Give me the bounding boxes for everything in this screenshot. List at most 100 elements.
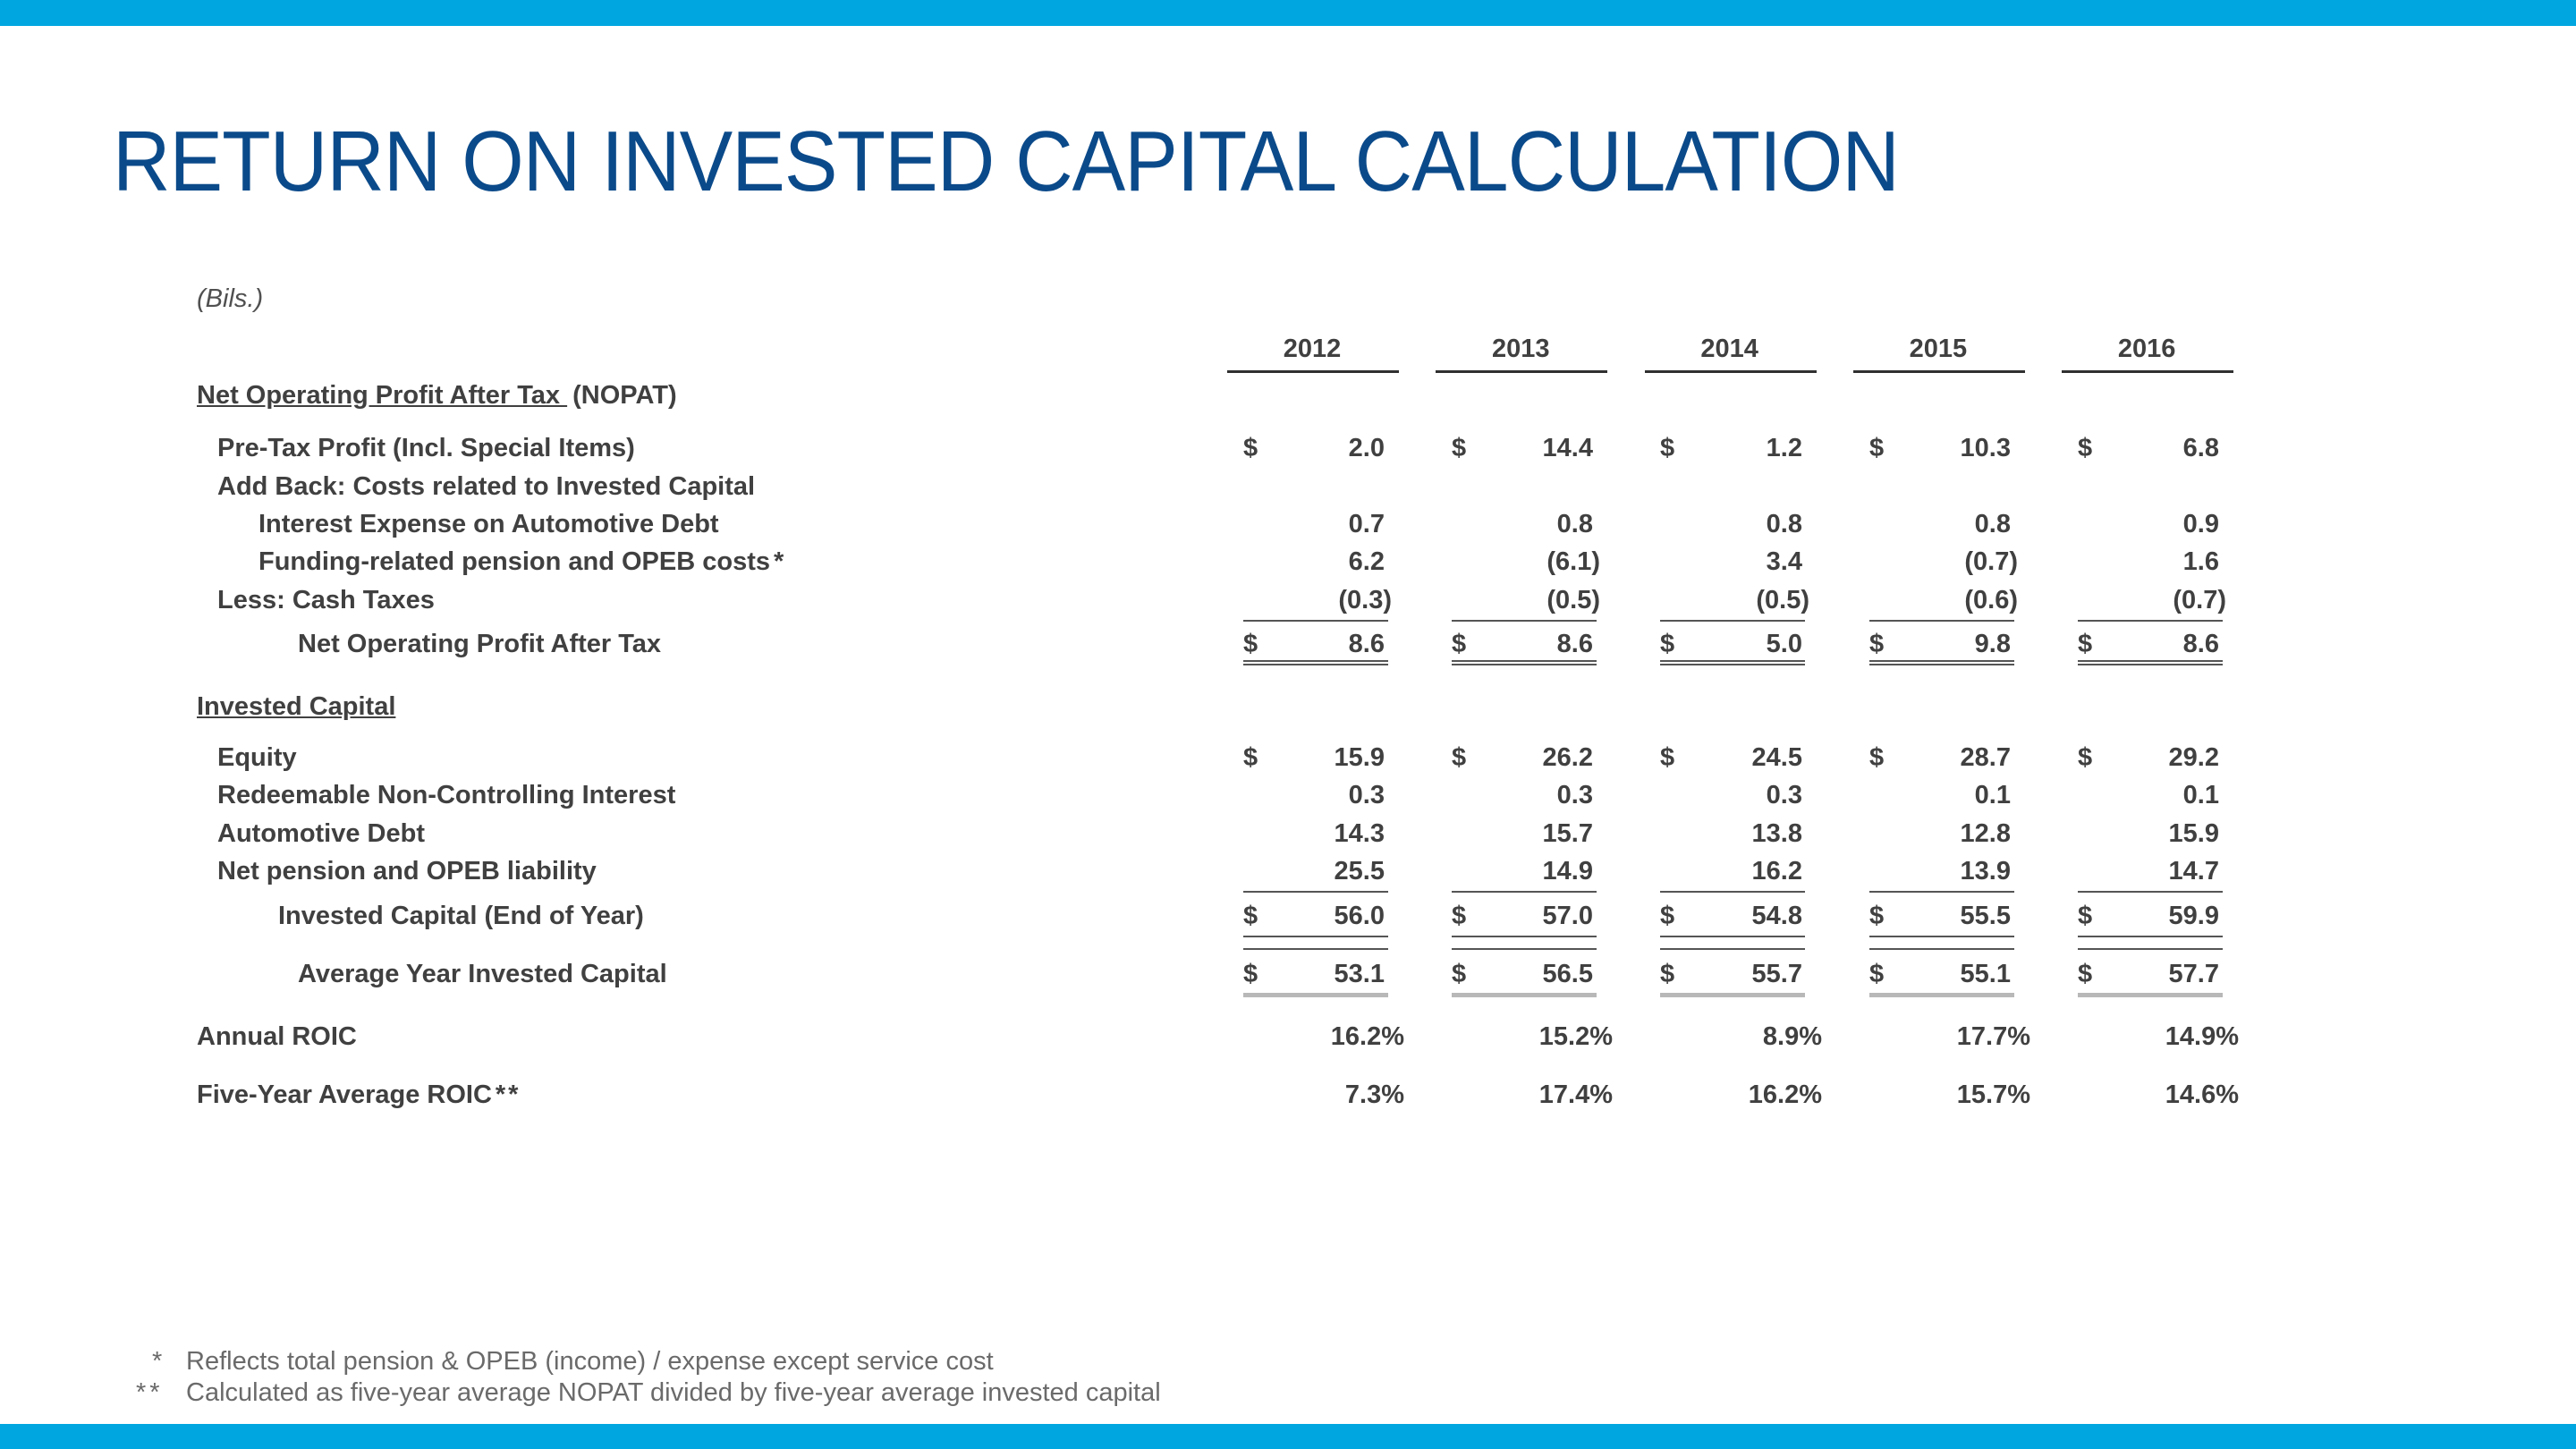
cell-ic_end-2012: 56.0 — [1334, 902, 1385, 930]
cell-pension-2015: 13.9 — [1960, 857, 2011, 886]
year-header-underline — [1436, 370, 1608, 373]
underline-rule — [1660, 948, 1805, 950]
grey-underline-rule — [2078, 993, 2223, 997]
underline-rule — [1869, 948, 2014, 950]
cell-roic-2016: 14.9% — [2165, 1022, 2239, 1051]
row-label-addback: Add Back: Costs related to Invested Capi… — [217, 472, 755, 502]
underline-rule — [1243, 620, 1388, 622]
cell-autodebt-2014: 13.8 — [1751, 819, 1802, 848]
cell-autodebt-2015: 12.8 — [1960, 819, 2011, 848]
cell-pretax-2013: 14.4 — [1542, 434, 1593, 462]
cell-pretax-2012: 2.0 — [1348, 434, 1385, 462]
cell-redeemable-2015: 0.1 — [1974, 781, 2011, 809]
year-header-underline — [1227, 370, 1399, 373]
double-underline-rule — [1243, 660, 1388, 665]
underline-rule — [1452, 891, 1597, 893]
grey-underline-rule — [1452, 993, 1597, 997]
grey-underline-rule — [1243, 993, 1388, 997]
cell-roic-2014: 8.9% — [1762, 1022, 1822, 1051]
row-label-text: Net Operating Profit After Tax — [298, 630, 662, 658]
row-label-ic_end: Invested Capital (End of Year) — [278, 902, 644, 931]
section-heading-nopat: Net Operating Profit After Tax (NOPAT) — [197, 381, 677, 411]
dollar-sign: $ — [1452, 630, 1467, 658]
row-label-text: Invested Capital (End of Year) — [278, 902, 644, 930]
row-label-equity: Equity — [217, 743, 297, 773]
cell-interest-2012: 0.7 — [1348, 510, 1385, 538]
row-label-taxes: Less: Cash Taxes — [217, 586, 435, 615]
underline-rule — [1452, 620, 1597, 622]
cell-nopat-2013: 8.6 — [1556, 630, 1593, 658]
footnote-2-marker: ** — [136, 1378, 164, 1407]
dollar-sign: $ — [1869, 902, 1885, 930]
cell-taxes-2015: (0.6) — [1964, 586, 2018, 614]
row-label-pension: Net pension and OPEB liability — [217, 857, 597, 886]
cell-pension-2014: 16.2 — [1751, 857, 1802, 886]
year-header-2015: 2015 — [1909, 335, 1968, 363]
row-label-text: Funding-related pension and OPEB costs — [258, 547, 770, 576]
cell-redeemable-2016: 0.1 — [2182, 781, 2219, 809]
cell-pension-2012: 25.5 — [1334, 857, 1385, 886]
footnote-marker: ** — [495, 1080, 521, 1109]
dollar-sign: $ — [1243, 960, 1258, 988]
dollar-sign: $ — [1660, 902, 1675, 930]
dollar-sign: $ — [2078, 630, 2093, 658]
dollar-sign: $ — [1660, 960, 1675, 988]
footnote-1-text: Reflects total pension & OPEB (income) /… — [186, 1347, 994, 1376]
cell-taxes-2014: (0.5) — [1756, 586, 1809, 614]
cell-funding-2013: (6.1) — [1546, 547, 1600, 576]
cell-ic_end-2013: 57.0 — [1542, 902, 1593, 930]
dollar-sign: $ — [1452, 960, 1467, 988]
cell-pretax-2014: 1.2 — [1766, 434, 1802, 462]
row-label-funding: Funding-related pension and OPEB costs * — [258, 547, 786, 577]
underline-rule — [1452, 948, 1597, 950]
row-label-text: Equity — [217, 743, 297, 772]
year-header-2014: 2014 — [1700, 335, 1758, 363]
cell-redeemable-2014: 0.3 — [1766, 781, 1802, 809]
underline-rule — [1869, 620, 2014, 622]
dollar-sign: $ — [1869, 743, 1885, 772]
cell-redeemable-2013: 0.3 — [1556, 781, 1593, 809]
cell-equity-2012: 15.9 — [1334, 743, 1385, 772]
cell-roic5-2012: 7.3% — [1344, 1080, 1404, 1109]
underline-rule — [1869, 936, 2014, 937]
row-label-ic_avg: Average Year Invested Capital — [298, 960, 667, 989]
cell-interest-2015: 0.8 — [1974, 510, 2011, 538]
grey-underline-rule — [1869, 993, 2014, 997]
dollar-sign: $ — [2078, 434, 2093, 462]
top-accent-bar — [0, 0, 2576, 26]
underline-rule — [2078, 948, 2223, 950]
row-label-redeemable: Redeemable Non-Controlling Interest — [217, 781, 675, 810]
year-header-2012: 2012 — [1283, 335, 1342, 363]
cell-equity-2014: 24.5 — [1751, 743, 1802, 772]
cell-pretax-2016: 6.8 — [2182, 434, 2219, 462]
cell-roic-2015: 17.7% — [1956, 1022, 2030, 1051]
underline-rule — [2078, 936, 2223, 937]
row-label-nopat: Net Operating Profit After Tax — [298, 630, 661, 659]
dollar-sign: $ — [1452, 743, 1467, 772]
row-label-autodebt: Automotive Debt — [217, 819, 425, 849]
cell-equity-2016: 29.2 — [2168, 743, 2219, 772]
double-underline-rule — [1660, 660, 1805, 665]
row-label-roic: Annual ROIC — [197, 1022, 357, 1052]
double-underline-rule — [2078, 660, 2223, 665]
row-label-text: Net pension and OPEB liability — [217, 857, 597, 886]
underline-rule — [1243, 948, 1388, 950]
cell-funding-2016: 1.6 — [2182, 547, 2219, 576]
cell-ic_end-2016: 59.9 — [2168, 902, 2219, 930]
dollar-sign: $ — [1452, 902, 1467, 930]
dollar-sign: $ — [2078, 960, 2093, 988]
cell-roic-2012: 16.2% — [1330, 1022, 1404, 1051]
cell-nopat-2015: 9.8 — [1974, 630, 2011, 658]
dollar-sign: $ — [1243, 630, 1258, 658]
cell-nopat-2012: 8.6 — [1348, 630, 1385, 658]
row-label-interest: Interest Expense on Automotive Debt — [258, 510, 719, 539]
underline-rule — [1660, 620, 1805, 622]
cell-ic_avg-2012: 53.1 — [1334, 960, 1385, 988]
grey-underline-rule — [1660, 993, 1805, 997]
row-label-text: Interest Expense on Automotive Debt — [258, 510, 719, 538]
units-label: (Bils.) — [197, 284, 264, 313]
cell-autodebt-2013: 15.7 — [1542, 819, 1593, 848]
year-header-2016: 2016 — [2117, 335, 2176, 363]
cell-equity-2015: 28.7 — [1960, 743, 2011, 772]
cell-taxes-2016: (0.7) — [2173, 586, 2226, 614]
